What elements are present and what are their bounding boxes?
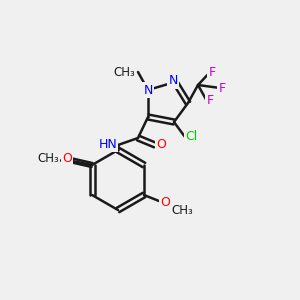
Text: CH₃: CH₃	[37, 152, 59, 166]
Text: O: O	[62, 152, 72, 166]
Text: O: O	[156, 137, 166, 151]
Text: F: F	[218, 82, 226, 94]
Text: O: O	[160, 196, 170, 209]
Text: N: N	[143, 83, 153, 97]
Text: N: N	[168, 74, 178, 88]
Text: F: F	[208, 65, 216, 79]
Text: Cl: Cl	[185, 130, 197, 143]
Text: CH₃: CH₃	[113, 65, 135, 79]
Text: CH₃: CH₃	[171, 205, 193, 218]
Text: F: F	[206, 94, 214, 106]
Text: HN: HN	[98, 137, 117, 151]
